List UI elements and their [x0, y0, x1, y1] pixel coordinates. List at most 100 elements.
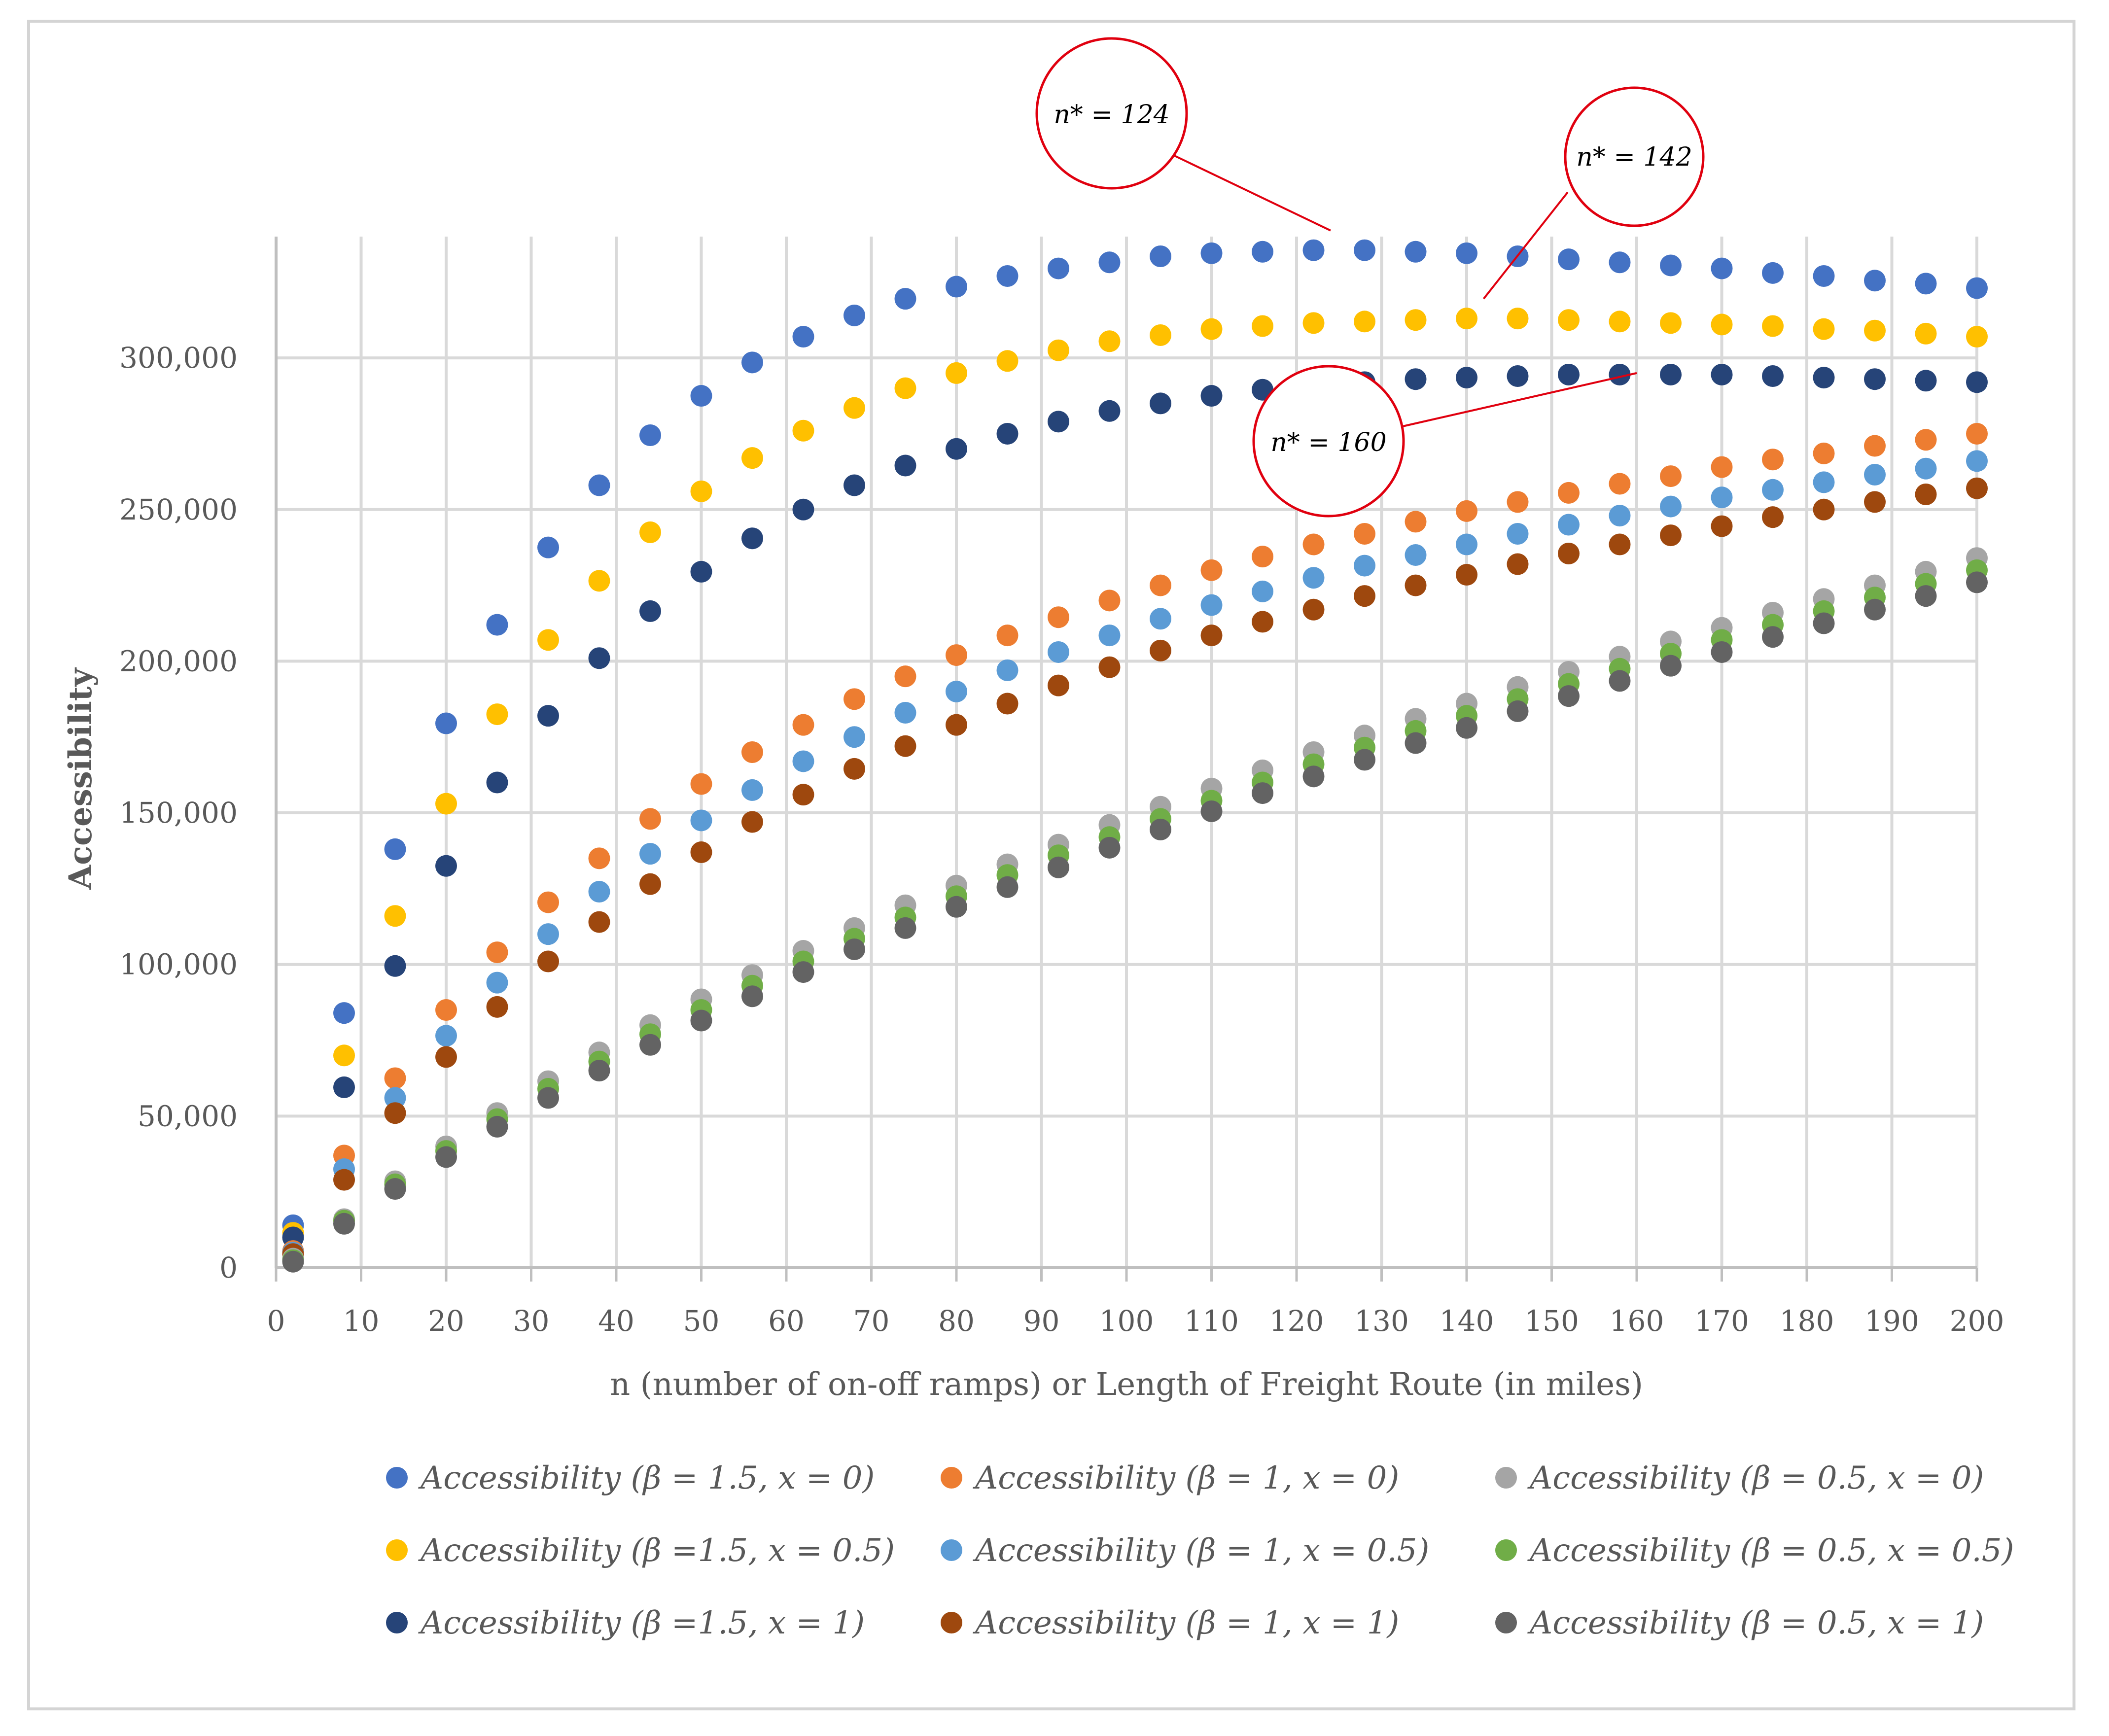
- data-point: [1558, 482, 1580, 504]
- data-point: [639, 873, 661, 895]
- data-point: [1915, 484, 1937, 505]
- data-point: [1507, 308, 1529, 330]
- data-point: [1762, 449, 1784, 471]
- data-point: [486, 614, 508, 636]
- data-point: [844, 726, 865, 748]
- data-point: [1711, 313, 1733, 336]
- data-point: [1048, 674, 1069, 696]
- annotation-1: n* = 124: [1035, 37, 1331, 232]
- data-point: [1354, 585, 1375, 607]
- data-point: [1252, 315, 1273, 337]
- data-point: [537, 1087, 559, 1109]
- data-point: [690, 560, 712, 583]
- data-point: [486, 703, 508, 726]
- data-point: [333, 1044, 355, 1067]
- data-point: [1915, 273, 1937, 295]
- legend-item: Accessibility (β = 1.5, x = 0): [386, 1460, 875, 1496]
- y-tick-label: 100,000: [119, 948, 238, 981]
- data-point: [741, 527, 763, 550]
- data-point: [1660, 524, 1682, 547]
- annotation-label: n* = 160: [1270, 428, 1386, 457]
- data-point: [1098, 400, 1121, 422]
- data-point: [792, 498, 814, 521]
- data-point: [1507, 522, 1529, 545]
- data-point: [486, 1115, 508, 1138]
- data-point: [1200, 625, 1223, 647]
- legend-marker: [941, 1467, 962, 1489]
- data-point: [1813, 612, 1835, 634]
- data-point: [690, 480, 712, 502]
- data-point: [1813, 265, 1835, 287]
- x-tick-label: 100: [1099, 1304, 1154, 1338]
- annotation-2: n* = 142: [1482, 86, 1705, 300]
- legend-marker: [1495, 1467, 1517, 1489]
- data-point: [792, 419, 814, 442]
- data-point: [1405, 309, 1427, 331]
- data-point: [1456, 367, 1477, 389]
- annotation-leader-line: [1482, 191, 1569, 300]
- data-point: [690, 841, 712, 864]
- data-point: [384, 1087, 406, 1109]
- data-point: [384, 1178, 406, 1200]
- data-point: [690, 809, 712, 832]
- data-point: [792, 784, 814, 806]
- x-tick-label: 50: [683, 1304, 720, 1338]
- data-point: [1456, 564, 1477, 586]
- y-tick-label: 150,000: [119, 796, 238, 830]
- legend-marker: [941, 1539, 962, 1561]
- data-point: [1507, 700, 1529, 722]
- data-point: [1864, 435, 1886, 457]
- data-point: [946, 438, 967, 460]
- data-point: [1762, 626, 1784, 648]
- data-point: [1915, 429, 1937, 451]
- data-point: [1966, 422, 1988, 445]
- data-point: [1711, 363, 1733, 385]
- data-point: [1150, 324, 1171, 346]
- data-point: [996, 876, 1019, 898]
- data-point: [1762, 365, 1784, 387]
- legend-marker: [386, 1539, 408, 1561]
- data-point: [1711, 641, 1733, 663]
- x-tick-label: 60: [768, 1304, 805, 1338]
- data-point: [1200, 594, 1223, 616]
- data-point: [1200, 318, 1223, 340]
- data-point: [844, 397, 865, 419]
- data-point: [1507, 365, 1529, 387]
- data-point: [1098, 251, 1121, 274]
- data-point: [1405, 732, 1427, 754]
- data-point: [537, 891, 559, 913]
- data-point: [1609, 251, 1631, 274]
- x-tick-label: 30: [513, 1304, 550, 1338]
- x-tick-label: 140: [1440, 1304, 1494, 1338]
- data-point: [792, 714, 814, 736]
- data-point: [384, 1067, 406, 1089]
- data-point: [1354, 311, 1375, 333]
- series-9: [282, 571, 1988, 1273]
- data-point: [1609, 363, 1631, 385]
- data-point: [1813, 318, 1835, 340]
- data-point: [996, 422, 1019, 445]
- y-axis-title: Accessibility: [62, 667, 99, 890]
- series-6: [282, 477, 1988, 1265]
- data-point: [1558, 542, 1580, 564]
- data-point: [1048, 257, 1069, 279]
- data-point: [486, 771, 508, 794]
- data-point: [537, 950, 559, 972]
- data-point: [946, 714, 967, 736]
- x-tick-label: 190: [1864, 1304, 1919, 1338]
- annotation-leader-line: [1168, 152, 1331, 232]
- data-point: [1609, 670, 1631, 692]
- data-point: [894, 917, 916, 939]
- data-point: [1048, 339, 1069, 361]
- data-point: [1405, 368, 1427, 390]
- data-point: [1098, 625, 1121, 647]
- data-point: [1966, 571, 1988, 593]
- annotation-leader-line: [1402, 372, 1637, 427]
- data-point: [1966, 477, 1988, 499]
- data-point: [639, 424, 661, 447]
- points-layer: [282, 239, 1988, 1273]
- data-point: [1456, 500, 1477, 522]
- data-point: [1864, 491, 1886, 513]
- data-point: [996, 350, 1019, 372]
